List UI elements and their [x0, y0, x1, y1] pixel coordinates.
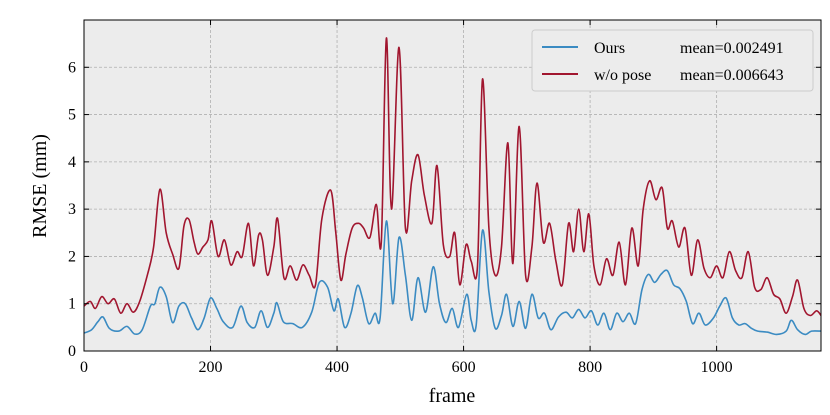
y-tick-label: 4	[68, 154, 76, 171]
grid-lines	[84, 20, 821, 351]
x-tick-label: 600	[452, 359, 476, 376]
legend-mean-wo-pose: mean=0.006643	[680, 67, 784, 84]
x-axis-label: frame	[429, 385, 476, 407]
x-tick-label: 400	[325, 359, 349, 376]
series-line-ours	[84, 220, 821, 336]
y-tick-label: 1	[68, 296, 76, 313]
legend: Ours mean=0.002491 w/o pose mean=0.00664…	[531, 29, 814, 92]
legend-box	[531, 29, 814, 92]
axis-ticks: 0 200 400 600 800 1000 0 1 2 3 4 5 6	[68, 20, 821, 376]
series-layer	[84, 37, 821, 336]
y-tick-label: 6	[68, 59, 76, 76]
x-tick-label: 800	[578, 359, 602, 376]
x-tick-label: 1000	[701, 359, 733, 376]
plot-frame	[83, 19, 822, 352]
x-tick-label: 0	[80, 359, 88, 376]
y-tick-label: 0	[68, 343, 76, 360]
y-tick-label: 2	[68, 248, 76, 265]
y-tick-label: 5	[68, 107, 76, 124]
x-tick-label: 200	[199, 359, 223, 376]
y-axis-label: RMSE (mm)	[29, 134, 51, 238]
legend-mean-ours: mean=0.002491	[680, 40, 784, 57]
legend-label-ours: Ours	[594, 40, 625, 57]
y-tick-label: 3	[68, 201, 76, 218]
series-line-wo-pose	[84, 37, 821, 317]
legend-label-wo-pose: w/o pose	[594, 67, 651, 84]
